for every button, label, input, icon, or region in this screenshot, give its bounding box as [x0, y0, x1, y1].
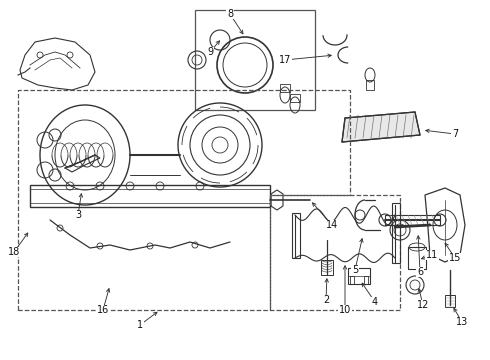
Text: 13: 13 — [456, 317, 468, 327]
Bar — [366, 80, 374, 90]
Bar — [290, 94, 300, 102]
Text: 4: 4 — [372, 297, 378, 307]
Text: 10: 10 — [339, 305, 351, 315]
Bar — [392, 203, 400, 263]
Text: 16: 16 — [97, 305, 109, 315]
Text: 2: 2 — [323, 295, 329, 305]
Text: 8: 8 — [227, 9, 233, 19]
Bar — [292, 213, 300, 258]
Bar — [408, 247, 426, 269]
Text: 15: 15 — [449, 253, 461, 263]
Bar — [270, 195, 400, 310]
Text: 5: 5 — [352, 265, 358, 275]
Text: 3: 3 — [75, 210, 81, 220]
Bar — [385, 215, 440, 225]
Bar — [364, 276, 368, 284]
Bar — [280, 84, 290, 92]
Bar — [195, 10, 315, 110]
Bar — [30, 185, 270, 207]
Text: 11: 11 — [426, 250, 438, 260]
Bar — [321, 260, 333, 275]
Polygon shape — [342, 112, 420, 142]
Bar — [348, 268, 370, 284]
Text: 18: 18 — [8, 247, 20, 257]
Text: 1: 1 — [137, 320, 143, 330]
Bar — [350, 276, 354, 284]
Bar — [445, 295, 455, 307]
Text: 9: 9 — [207, 47, 213, 57]
Text: 12: 12 — [417, 300, 429, 310]
Text: 17: 17 — [279, 55, 291, 65]
Text: 7: 7 — [452, 129, 458, 139]
Text: 6: 6 — [417, 267, 423, 277]
Text: 14: 14 — [326, 220, 338, 230]
